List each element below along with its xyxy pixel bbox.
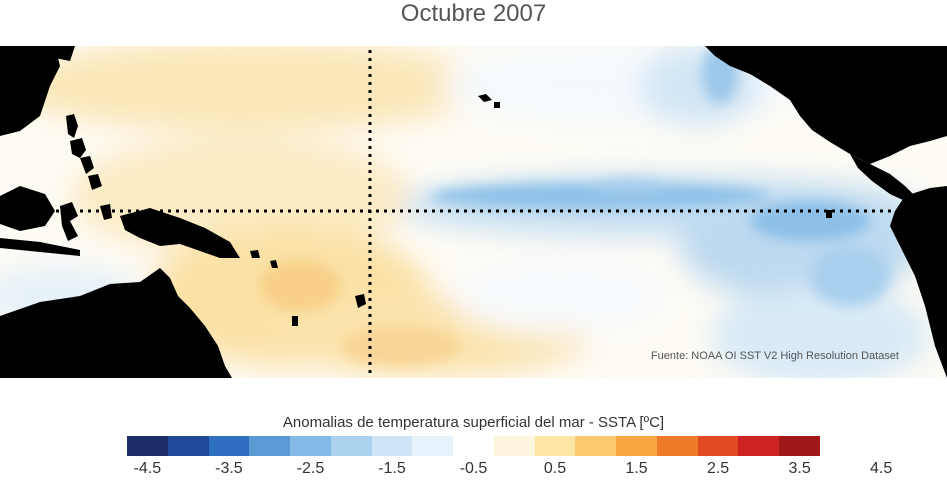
- anomaly-core: [260, 46, 890, 366]
- color-bar-segment: [208, 436, 250, 456]
- ssta-map: [0, 46, 947, 378]
- color-bar: [127, 436, 821, 456]
- color-bar-tick-label: -3.5: [215, 460, 243, 477]
- source-label: Fuente: NOAA OI SST V2 High Resolution D…: [650, 350, 899, 362]
- color-bar-segment: [453, 436, 494, 456]
- color-bar-segment: [738, 436, 780, 456]
- color-bar-segment: [697, 436, 739, 456]
- land-masses: [0, 46, 947, 378]
- color-bar-tick-label: -2.5: [296, 460, 325, 477]
- color-bar-segment: [330, 436, 372, 456]
- color-bar-segment: [290, 436, 331, 456]
- color-bar-segment: [127, 436, 168, 456]
- color-bar-tick-label: -0.5: [459, 460, 488, 477]
- color-bar-tick-label: 0.5: [543, 460, 567, 477]
- color-bar-tick-label: -4.5: [133, 460, 162, 477]
- color-bar-segment: [167, 436, 209, 456]
- color-bar-ticks: -4.5 -3.5 -2.5 -1.5 -0.5 0.5 1.5 2.5 3.5 4.5: [0, 460, 947, 480]
- color-bar-tick-label: 2.5: [706, 460, 730, 477]
- color-bar-segment: [412, 436, 454, 456]
- color-bar-segment: [616, 436, 657, 456]
- color-bar-segment: [371, 436, 413, 456]
- color-bar-segment: [575, 436, 617, 456]
- color-bar-tick-label: 4.5: [870, 460, 893, 477]
- color-bar-segment: [493, 436, 535, 456]
- legend-title: Anomalias de temperatura superficial del…: [282, 414, 665, 431]
- color-bar-segment: [249, 436, 291, 456]
- color-bar-segment: [656, 436, 698, 456]
- map-title: Octubre 2007: [400, 0, 547, 27]
- color-bar-tick-label: 3.5: [788, 460, 811, 477]
- color-bar-tick-label: 1.5: [625, 460, 648, 477]
- color-bar-tick-label: -1.5: [378, 460, 406, 477]
- color-bar-segment: [534, 436, 576, 456]
- color-bar-segment: [779, 436, 821, 456]
